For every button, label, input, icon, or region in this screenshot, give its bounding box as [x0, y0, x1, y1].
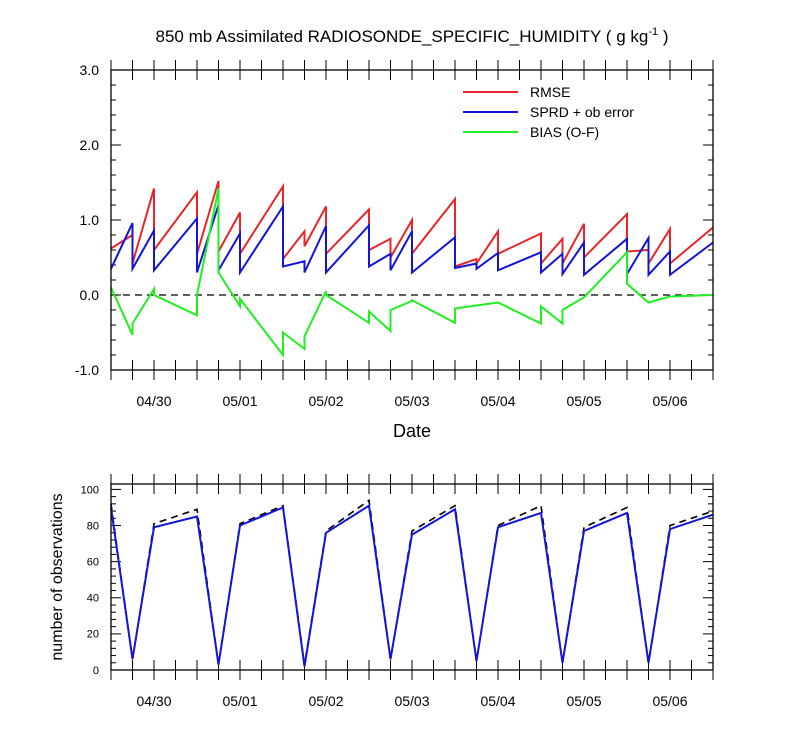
top-x-tick-label: 05/02	[308, 393, 343, 409]
top-plot-frame	[110, 69, 714, 371]
bottom-panel: 0 20 40 60 80 100 04/30 05/01 05/02 05/03 05/04 05…	[49, 474, 714, 709]
top-series-rmse	[110, 180, 714, 268]
top-y-tick-label: 2.0	[80, 137, 100, 153]
bottom-y-tick-labels: 0 20 40 60 80 100	[81, 484, 99, 677]
legend: RMSE SPRD + ob error BIAS (O-F)	[463, 84, 634, 140]
top-x-tick-label: 04/30	[136, 393, 171, 409]
bottom-x-tick-label: 05/01	[222, 693, 257, 709]
top-x-tick-label: 05/04	[480, 393, 515, 409]
top-y-tick-label: 0.0	[80, 287, 100, 303]
top-y-tick-labels: -1.0 0.0 1.0 2.0 3.0	[75, 62, 99, 378]
bottom-x-tick-label: 05/03	[394, 693, 429, 709]
bottom-ticks	[110, 474, 714, 680]
bottom-y-tick-label: 60	[87, 557, 99, 569]
bottom-x-tick-labels: 04/30 05/01 05/02 05/03 05/04 05/05 05/06	[136, 693, 687, 709]
top-x-tick-label: 05/05	[566, 393, 601, 409]
top-series-bias-o-f	[110, 188, 714, 358]
bottom-y-tick-label: 40	[87, 593, 99, 605]
y-axis-label-observations: number of observations	[49, 493, 66, 660]
bottom-y-tick-label: 0	[93, 665, 99, 677]
x-axis-label: Date	[393, 421, 431, 441]
bottom-y-tick-label: 100	[81, 484, 99, 496]
top-x-tick-label: 05/01	[222, 393, 257, 409]
top-x-tick-label: 05/03	[394, 393, 429, 409]
top-series-sprd-ob-error	[110, 203, 714, 278]
top-x-tick-labels: 04/30 05/01 05/02 05/03 05/04 05/05 05/06	[136, 393, 687, 409]
bottom-series-obs-possible	[110, 498, 714, 665]
chart-title-tail: )	[658, 27, 668, 46]
bottom-y-tick-label: 80	[87, 520, 99, 532]
top-series	[110, 180, 714, 358]
top-y-tick-label: -1.0	[75, 362, 99, 378]
chart-title: 850 mb Assimilated RADIOSONDE_SPECIFIC_H…	[156, 26, 669, 46]
legend-label-bias: BIAS (O-F)	[530, 124, 599, 140]
top-y-tick-label: 1.0	[80, 212, 100, 228]
bottom-plot-frame	[110, 483, 714, 671]
chart-title-main: 850 mb Assimilated RADIOSONDE_SPECIFIC_H…	[156, 27, 649, 46]
top-panel: -1.0 0.0 1.0 2.0 3.0 04/30 05/01 05/02 05/03 05/…	[75, 60, 714, 441]
bottom-x-tick-label: 05/02	[308, 693, 343, 709]
bottom-x-tick-label: 04/30	[136, 693, 171, 709]
bottom-y-tick-label: 20	[87, 629, 99, 641]
bottom-x-tick-label: 05/04	[480, 693, 515, 709]
legend-label-rmse: RMSE	[530, 84, 570, 100]
chart-title-superscript: -1	[648, 26, 658, 38]
bottom-x-tick-label: 05/05	[566, 693, 601, 709]
bottom-series	[110, 498, 714, 667]
bottom-x-tick-label: 05/06	[652, 693, 687, 709]
top-x-tick-label: 05/06	[652, 393, 687, 409]
bottom-series-obs-used	[110, 504, 714, 667]
top-y-tick-label: 3.0	[80, 62, 100, 78]
legend-label-sprd: SPRD + ob error	[530, 104, 634, 120]
